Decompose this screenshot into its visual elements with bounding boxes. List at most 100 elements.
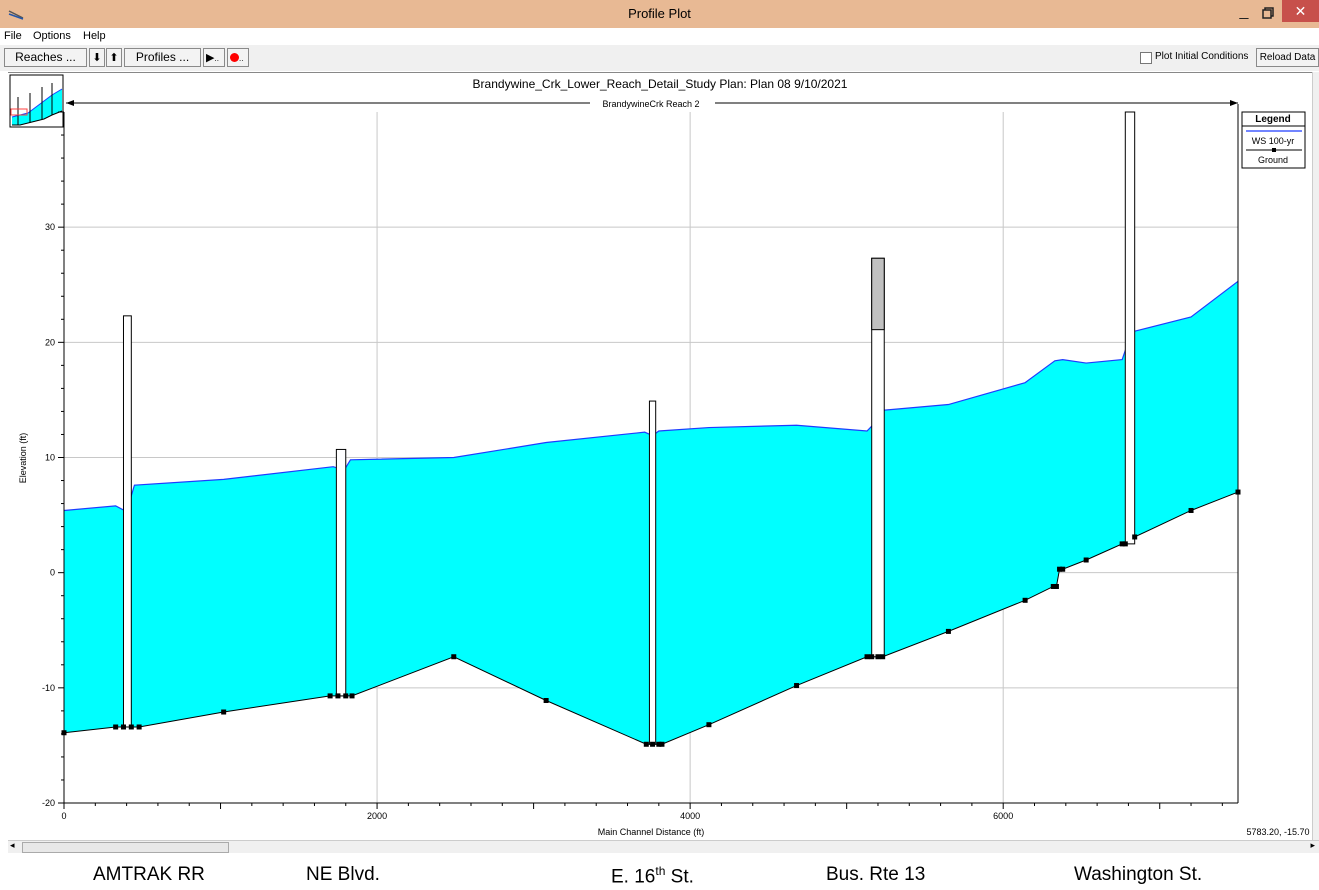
ground-markers [61, 489, 1241, 747]
axes: -20 -10 0 10 20 30 0 2000 4000 6000 [42, 104, 1239, 821]
reload-data-button[interactable]: Reload Data [1256, 48, 1319, 67]
bridge-deck [871, 257, 885, 331]
cursor-readout: 5783.20, -15.70 [1246, 827, 1309, 837]
down-arrow-button[interactable]: ⬇ [89, 48, 105, 67]
ground-point [113, 724, 119, 730]
x-tick-label: 6000 [993, 811, 1013, 821]
bridge-structure [122, 315, 132, 728]
ground-point [880, 654, 886, 660]
ground-point [128, 724, 134, 730]
plot-header: Brandywine_Crk_Lower_Reach_Detail_Study … [473, 77, 848, 91]
toolbar: Reaches ... ⬇ ⬆ Profiles ... ▶.. .. Plot… [0, 45, 1319, 71]
up-arrow-button[interactable]: ⬆ [106, 48, 122, 67]
close-button[interactable]: ✕ [1282, 0, 1319, 22]
record-icon [230, 53, 239, 62]
menu-help[interactable]: Help [83, 30, 106, 42]
ground-point [1053, 583, 1059, 589]
legend-ws-label: WS 100-yr [1252, 136, 1295, 146]
reach-label: BrandywineCrk Reach 2 [602, 99, 699, 109]
ground-point [543, 698, 549, 704]
arrow-down-icon: ⬇ [92, 52, 102, 64]
profiles-button[interactable]: Profiles ... [124, 48, 201, 67]
caption-washington-st: Washington St. [1074, 864, 1203, 885]
ground-point [221, 709, 227, 715]
menu-options[interactable]: Options [33, 30, 71, 42]
ground-line [63, 491, 1239, 745]
ground-point [1122, 541, 1128, 547]
title-bar: Profile Plot _ ✕ [0, 0, 1319, 28]
structure-captions: AMTRAK RR NE Blvd. E. 16th St. Bus. Rte … [0, 852, 1319, 890]
x-tick-label: 2000 [367, 811, 387, 821]
overview-thumbnail[interactable] [9, 74, 64, 128]
plot-initial-conditions-label: Plot Initial Conditions [1155, 51, 1249, 62]
horizontal-scrollbar[interactable]: ◂ ▸ [8, 840, 1319, 853]
ground-point [120, 724, 126, 730]
y-tick-label: -10 [42, 683, 55, 693]
legend-ground-label: Ground [1258, 155, 1288, 165]
bridge-structure [335, 448, 347, 697]
legend: Legend WS 100-yr Ground [1241, 111, 1306, 169]
caption-ne-blvd: NE Blvd. [306, 864, 380, 885]
ground-point [643, 741, 649, 747]
plot-initial-conditions-checkbox[interactable] [1140, 52, 1152, 64]
caption-e16th-st: E. 16th St. [611, 864, 694, 888]
ground-point [1188, 507, 1194, 513]
window-title: Profile Plot [628, 6, 691, 21]
menu-file[interactable]: File [4, 30, 22, 42]
ground-point [136, 724, 142, 730]
maximize-icon [1262, 7, 1274, 19]
y-tick-label: 30 [45, 222, 55, 232]
ground-point [794, 683, 800, 689]
ground-point [349, 693, 355, 699]
scroll-left-icon[interactable]: ◂ [10, 840, 15, 850]
y-tick-label: 20 [45, 337, 55, 347]
play-button[interactable]: ▶.. [203, 48, 225, 67]
maximize-button[interactable] [1256, 2, 1280, 24]
profile-plot[interactable]: Brandywine_Crk_Lower_Reach_Detail_Study … [8, 73, 1312, 843]
ground-point [327, 693, 333, 699]
structures [122, 111, 1136, 745]
minimize-button[interactable]: _ [1239, 3, 1249, 20]
y-axis-label: Elevation (ft) [18, 433, 28, 484]
scroll-thumb[interactable] [22, 842, 229, 853]
ground-point [343, 693, 349, 699]
caption-bus-rte-13: Bus. Rte 13 [826, 864, 926, 885]
caption-amtrak-rr: AMTRAK RR [93, 864, 205, 885]
ground-point [659, 741, 665, 747]
ground-point [1050, 583, 1056, 589]
reaches-button[interactable]: Reaches ... [4, 48, 87, 67]
x-tick-label: 4000 [680, 811, 700, 821]
ground-point [335, 693, 341, 699]
legend-title: Legend [1255, 114, 1291, 125]
ground-point [864, 654, 870, 660]
ground-point [451, 654, 457, 660]
y-tick-label: 0 [50, 568, 55, 578]
bridge-structure [1124, 111, 1136, 545]
menu-bar: File Options Help [0, 28, 1319, 45]
ground-point [1022, 597, 1028, 603]
plot-frame: Brandywine_Crk_Lower_Reach_Detail_Study … [8, 72, 1319, 843]
record-button[interactable]: .. [227, 48, 249, 67]
ground-point [1057, 566, 1063, 572]
x-tick-label: 0 [61, 811, 66, 821]
ground-point [1083, 557, 1089, 563]
ground-point [1119, 541, 1125, 547]
scroll-right-icon[interactable]: ▸ [1310, 840, 1315, 850]
bridge-structure [648, 400, 657, 745]
ground-point [656, 741, 662, 747]
play-icon: ▶ [206, 52, 215, 64]
y-tick-label: -20 [42, 798, 55, 808]
x-axis-label: Main Channel Distance (ft) [598, 827, 705, 837]
reach-extent-arrow [66, 97, 1238, 109]
ws-100yr-line [63, 280, 1239, 513]
ground-point [945, 628, 951, 634]
vertical-scrollbar[interactable] [1312, 72, 1319, 840]
ground-point [706, 722, 712, 728]
y-tick-label: 10 [45, 453, 55, 463]
ground-point [869, 654, 875, 660]
app-icon [8, 10, 24, 20]
ground-point [1060, 566, 1066, 572]
ground-point [875, 654, 881, 660]
arrow-up-icon: ⬆ [109, 52, 119, 64]
ground-point [650, 741, 656, 747]
